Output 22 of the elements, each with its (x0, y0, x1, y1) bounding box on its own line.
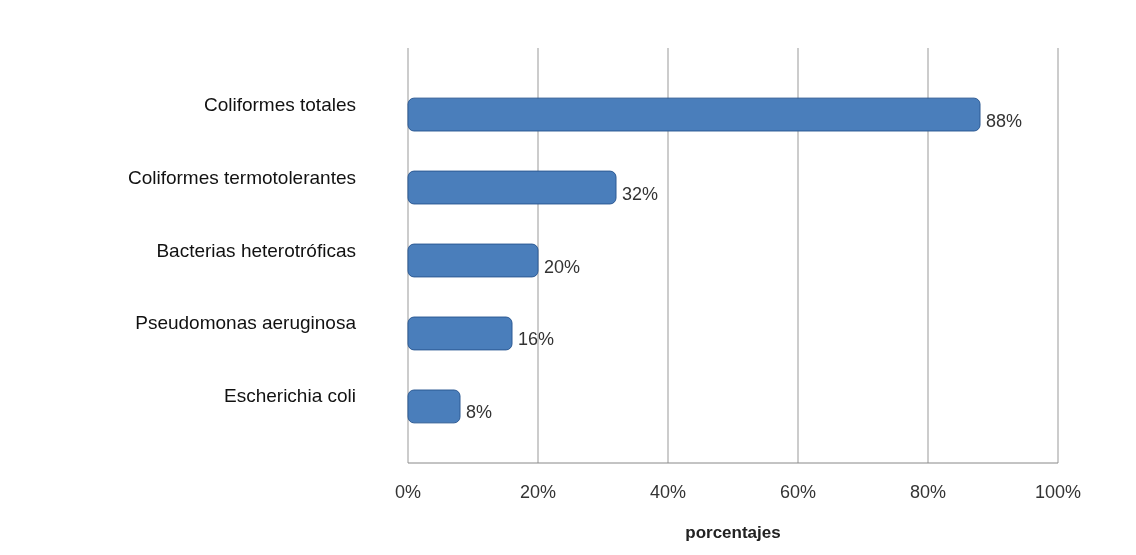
x-tick-label: 40% (649, 482, 687, 502)
x-tick-label: 80% (909, 482, 947, 502)
data-label: 8% (466, 402, 493, 423)
x-tick-label: 0% (394, 482, 422, 502)
data-label: 16% (518, 329, 555, 350)
data-label: 20% (544, 256, 581, 277)
y-tick-label: Pseudomonas aeruginosa (135, 312, 357, 334)
bar (407, 97, 981, 132)
y-tick-label: Escherichia coli (224, 385, 356, 407)
bar (407, 243, 539, 278)
bar (407, 389, 461, 424)
data-label: 32% (622, 183, 659, 204)
y-tick-label: Coliformes totales (203, 93, 356, 115)
bar (407, 170, 617, 205)
x-tick-label: 100% (1034, 482, 1082, 502)
x-tick-label: 60% (779, 482, 817, 502)
x-axis-title: porcentajes (685, 523, 781, 542)
y-tick-label: Coliformes termotolerantes (127, 166, 356, 188)
data-label: 88% (986, 110, 1023, 131)
y-tick-label: Bacterias heterotróficas (156, 239, 356, 261)
bar (407, 316, 513, 351)
x-tick-label: 20% (519, 482, 557, 502)
